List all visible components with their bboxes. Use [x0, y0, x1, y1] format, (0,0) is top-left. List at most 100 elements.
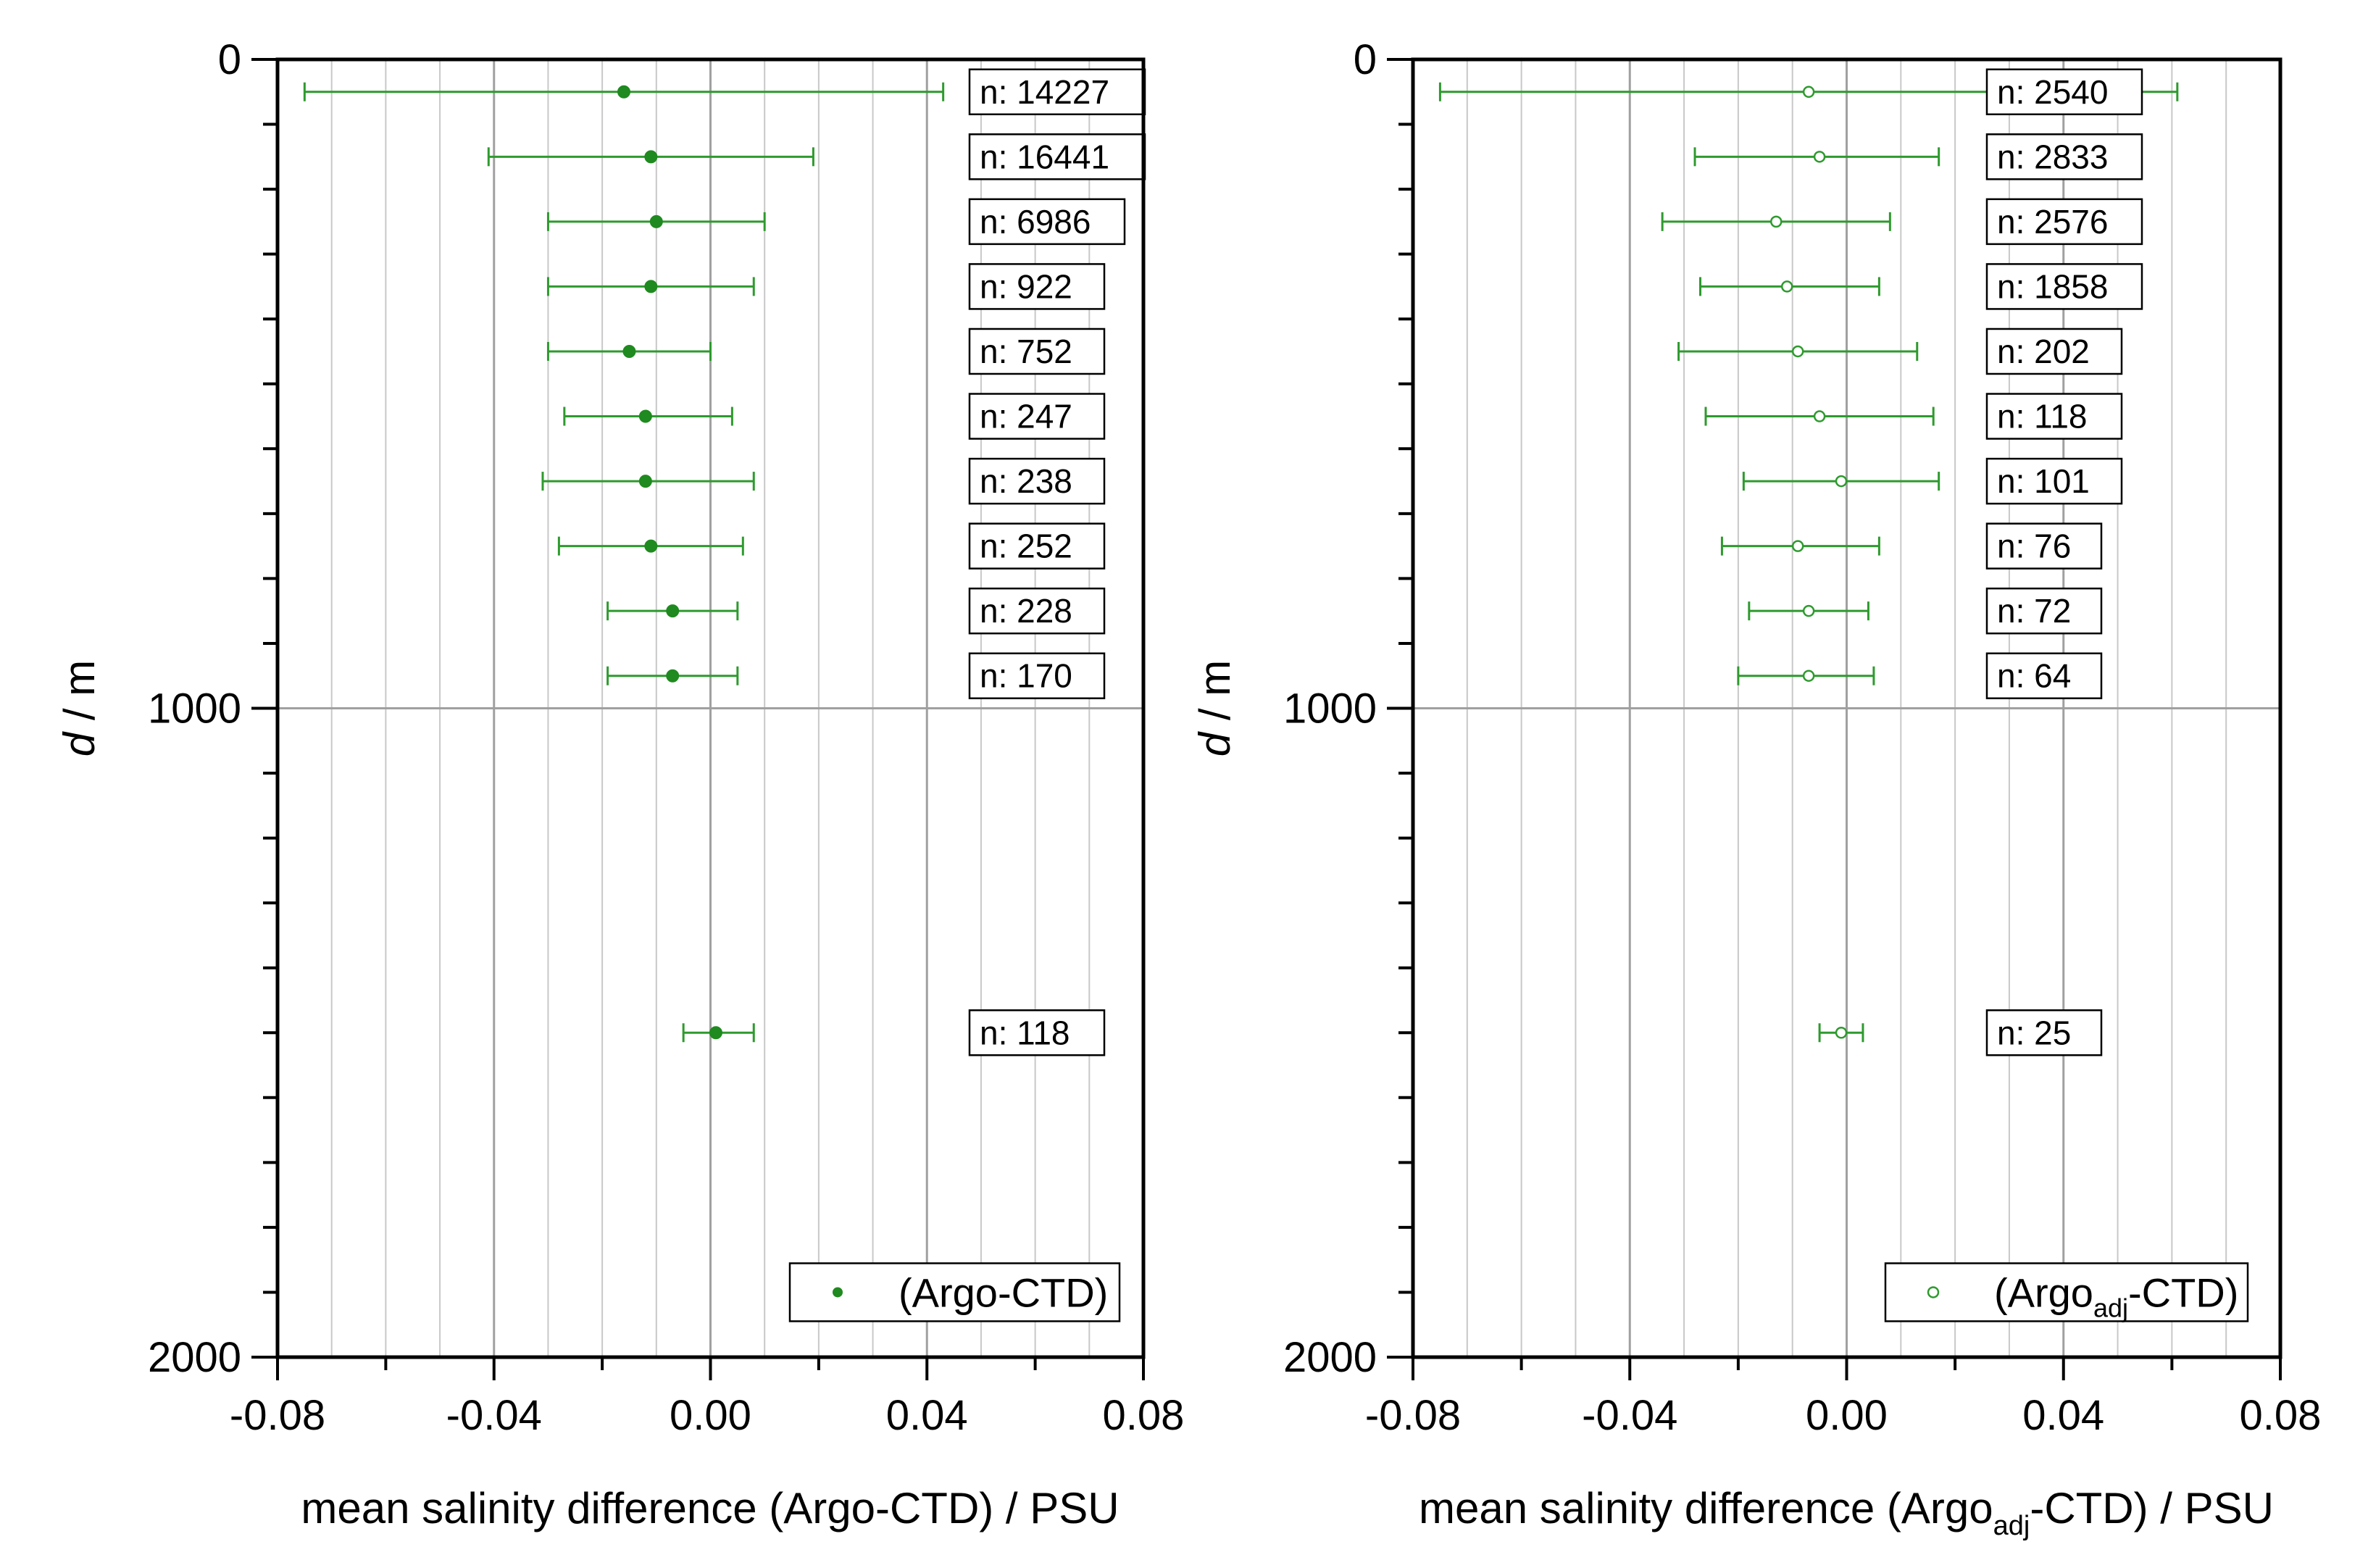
left-data-point [644, 280, 658, 293]
left-data-point [622, 344, 636, 358]
left-n-label: n: 752 [980, 333, 1072, 370]
left-n-label: n: 16441 [980, 138, 1109, 175]
right-n-label-box [1985, 652, 2103, 699]
left-n-label-box [968, 522, 1106, 570]
left-n-label-box [968, 198, 1126, 246]
right-n-label-box [1985, 457, 2123, 505]
left-n-label-box [968, 263, 1106, 310]
right-n-label: n: 101 [1997, 462, 2090, 500]
left-data-point [649, 214, 663, 228]
right-legend-marker [1927, 1286, 1940, 1298]
left-n-label: n: 922 [980, 267, 1072, 305]
right-data-point [1791, 345, 1804, 358]
right-n-label: n: 202 [1997, 333, 2090, 370]
left-n-label-box [968, 1009, 1106, 1056]
right-data-point [1813, 410, 1826, 422]
left-n-label: n: 14227 [980, 73, 1109, 111]
right-legend-box [1884, 1262, 2249, 1322]
left-n-label: n: 238 [980, 462, 1072, 500]
left-n-label: n: 118 [980, 1014, 1070, 1051]
left-y-axis-title-var: d [55, 731, 104, 756]
left-n-label-box [968, 393, 1106, 440]
right-n-label-box [1985, 393, 2123, 440]
right-legend-text-sub: adj [2093, 1293, 2128, 1322]
left-legend: (Argo-CTD) [788, 1262, 1121, 1322]
right-data-point [1802, 670, 1815, 682]
left-n-label-box [968, 587, 1106, 635]
right-y-axis-title: d / m [1191, 660, 1239, 756]
right-y-tick-label: 1000 [1283, 685, 1377, 733]
right-legend-text: (Argoadj-CTD) [1994, 1269, 2238, 1322]
right-n-label: n: 118 [1997, 398, 2087, 435]
left-x-tick-label: 0.04 [886, 1392, 968, 1439]
right-n-label: n: 76 [1997, 527, 2071, 565]
right-n-label: n: 2833 [1997, 138, 2108, 175]
left-y-axis-title: d / m [55, 660, 104, 756]
left-data-point [638, 409, 652, 423]
left-data-point [666, 669, 680, 683]
right-data-point [1835, 1027, 1848, 1039]
left-n-label-box [968, 68, 1146, 116]
right-legend: (Argoadj-CTD) [1884, 1262, 2249, 1322]
right-x-tick-label: 0.04 [2022, 1392, 2104, 1439]
left-x-tick-label: -0.04 [446, 1392, 542, 1439]
right-data-point [1791, 540, 1804, 552]
right-data-point [1780, 280, 1793, 293]
left-data-point [638, 475, 652, 488]
left-n-label-box [968, 328, 1106, 375]
left-n-label: n: 252 [980, 527, 1072, 565]
right-y-axis-title-unit: / m [1191, 660, 1239, 733]
left-legend-text: (Argo-CTD) [899, 1269, 1108, 1315]
right-n-label-box [1985, 587, 2103, 635]
left-data-point [709, 1026, 722, 1040]
left-y-tick-label: 1000 [148, 685, 241, 733]
left-n-label-box [968, 457, 1106, 505]
right-y-tick-label: 0 [1354, 36, 1377, 83]
left-n-label: n: 6986 [980, 203, 1091, 241]
left-legend-box [788, 1262, 1121, 1322]
left-x-tick-label: -0.08 [230, 1392, 325, 1439]
right-x-axis-title-sub: adj [1993, 1511, 2030, 1541]
right-n-label: n: 25 [1997, 1014, 2071, 1051]
left-data-point [644, 150, 658, 164]
right-n-label-box [1985, 328, 2123, 375]
left-y-tick-label: 0 [218, 36, 241, 83]
left-x-tick-label: 0.08 [1103, 1392, 1185, 1439]
left-n-label: n: 228 [980, 592, 1072, 630]
right-data-point [1769, 215, 1783, 228]
right-x-tick-label: -0.04 [1582, 1392, 1677, 1439]
left-data-point [666, 604, 680, 618]
right-panel: n: 2540 n: 2833 n: 2576 n: 1858 n: 202 n: 118… [1191, 36, 2321, 1541]
right-x-axis-title: mean salinity difference (Argoadj-CTD) /… [1419, 1484, 2274, 1541]
right-n-label-box [1985, 522, 2103, 570]
right-n-label-box [1985, 1009, 2103, 1056]
right-x-tick-label: 0.08 [2240, 1392, 2322, 1439]
left-data-point [644, 539, 658, 553]
right-y-tick-label: 2000 [1283, 1334, 1377, 1381]
right-n-label: n: 1858 [1997, 267, 2108, 305]
right-data-point [1835, 475, 1848, 488]
left-x-tick-label: 0.00 [670, 1392, 751, 1439]
right-n-label: n: 2540 [1997, 73, 2108, 111]
right-data-point [1813, 151, 1826, 163]
right-x-tick-label: -0.08 [1365, 1392, 1461, 1439]
left-y-axis-title-unit: / m [55, 660, 104, 733]
right-x-axis-title-post: -CTD) / PSU [2030, 1484, 2274, 1532]
right-y-axis-title-var: d [1191, 731, 1239, 756]
left-n-label-box [968, 133, 1146, 180]
right-legend-text-pre: (Argo [1994, 1269, 2093, 1315]
left-data-point [617, 85, 630, 99]
right-legend-text-post: -CTD) [2128, 1269, 2238, 1315]
right-n-label-box [1985, 263, 2143, 310]
right-x-axis-title-pre: mean salinity difference (Argo [1419, 1484, 1993, 1532]
left-y-tick-label: 2000 [148, 1334, 241, 1381]
right-n-label: n: 2576 [1997, 203, 2108, 241]
right-n-label-box [1985, 133, 2143, 180]
right-x-tick-label: 0.00 [1806, 1392, 1888, 1439]
left-panel: n: 14227 n: 16441 n: 6986 n: 922 n: 752 n: 24… [55, 36, 1184, 1532]
left-n-label: n: 247 [980, 398, 1072, 435]
right-n-label: n: 64 [1997, 657, 2071, 695]
right-n-label-box [1985, 198, 2143, 246]
left-n-label: n: 170 [980, 657, 1072, 695]
